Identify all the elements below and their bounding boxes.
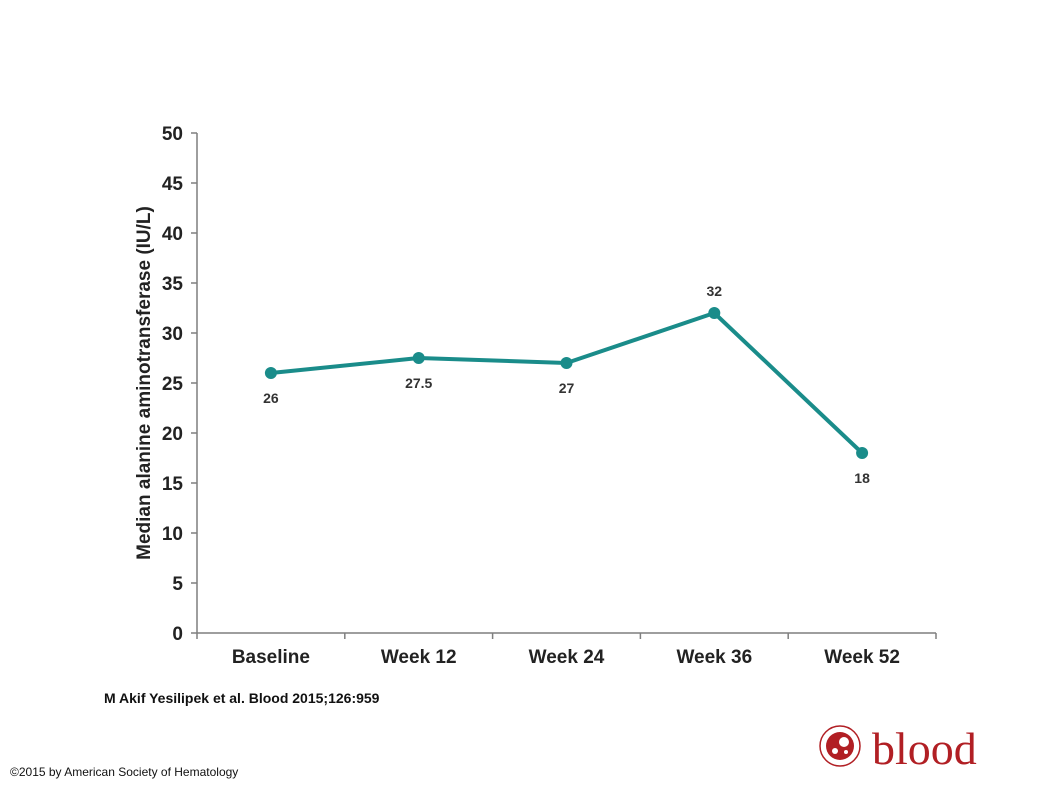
y-tick-label: 10 xyxy=(162,524,183,545)
data-point xyxy=(264,367,277,379)
logo-wordmark: blood xyxy=(872,723,977,772)
y-tick-label: 5 xyxy=(172,574,183,595)
data-point xyxy=(560,357,573,369)
data-label: 18 xyxy=(854,470,870,486)
y-tick-label: 40 xyxy=(162,224,183,245)
data-label: 27.5 xyxy=(405,375,432,391)
x-tick-label: Week 52 xyxy=(824,647,900,668)
data-point xyxy=(856,447,869,459)
journal-seal-icon xyxy=(819,725,861,767)
y-tick-label: 50 xyxy=(162,124,183,145)
data-point xyxy=(708,307,721,319)
x-tick-label: Week 36 xyxy=(676,647,752,668)
x-tick-label: Week 24 xyxy=(529,647,605,668)
data-label: 26 xyxy=(263,390,279,406)
y-tick-label: 45 xyxy=(162,174,184,195)
y-axis: 0 5 10 15 20 25 30 35 40 45 50 xyxy=(162,124,198,645)
x-tick-label: Baseline xyxy=(232,647,310,668)
series-line-group: 26 27.5 27 32 18 xyxy=(263,283,870,486)
blood-journal-logo: blood xyxy=(819,723,977,772)
y-tick-label: 15 xyxy=(162,474,184,495)
x-tick-label: Week 12 xyxy=(381,647,457,668)
data-label: 27 xyxy=(559,380,575,396)
copyright-notice: ©2015 by American Society of Hematology xyxy=(10,765,239,779)
x-axis: Baseline Week 12 Week 24 Week 36 Week 52 xyxy=(196,632,937,668)
y-tick-label: 25 xyxy=(162,374,184,395)
y-tick-label: 30 xyxy=(162,324,183,345)
line-chart: 0 5 10 15 20 25 30 35 40 45 50 Baseline Week 12 Week… xyxy=(134,124,937,668)
data-label: 32 xyxy=(707,283,723,299)
y-axis-label: Median alanine aminotransferase (IU/L) xyxy=(134,206,155,560)
y-tick-label: 0 xyxy=(172,624,183,645)
y-tick-label: 35 xyxy=(162,274,184,295)
data-point xyxy=(412,352,425,364)
citation: M Akif Yesilipek et al. Blood 2015;126:9… xyxy=(104,690,380,706)
y-tick-label: 20 xyxy=(162,424,183,445)
